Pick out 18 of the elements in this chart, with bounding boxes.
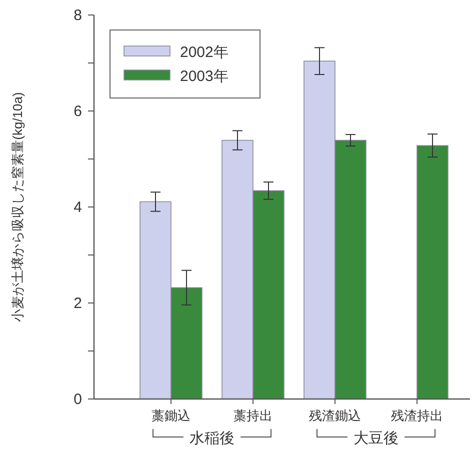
text: 水稲後 [190, 430, 234, 447]
x-tick-label: 残渣持出 [391, 408, 443, 423]
x-tick-label: 藁持出 [234, 408, 272, 423]
bar [304, 60, 336, 400]
bar [140, 201, 172, 400]
legend-label: 2003年 [180, 68, 228, 85]
y-axis-title: 小麦が土壌から吸収した窒素量(kg/10a) [10, 92, 25, 322]
x-tick-label: 残渣鋤込 [309, 408, 361, 423]
y-tick-label: 4 [74, 199, 82, 216]
y-tick-label: 8 [74, 7, 82, 24]
y-tick-label: 6 [74, 103, 82, 120]
y-tick-label: 0 [74, 391, 82, 408]
y-tick-label: 2 [74, 295, 82, 312]
bar [222, 140, 254, 400]
legend-label: 2002年 [180, 44, 228, 61]
x-tick-label: 藁鋤込 [152, 408, 190, 423]
text: 大豆後 [354, 430, 398, 447]
bar [416, 145, 448, 400]
